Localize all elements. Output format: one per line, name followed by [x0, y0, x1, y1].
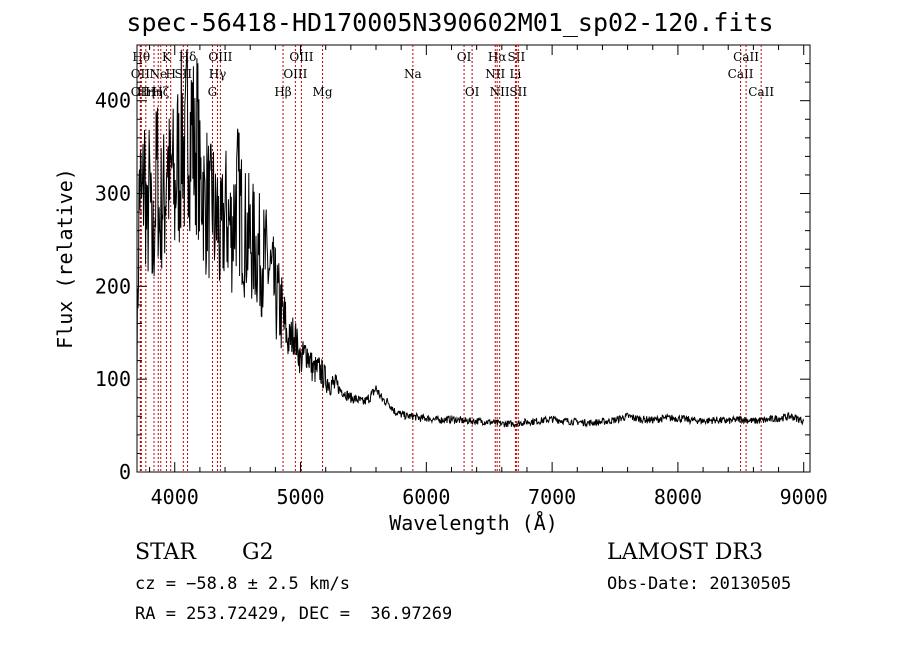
spectral-line-label: OIII [289, 50, 313, 64]
survey-name: LAMOST DR3 [607, 540, 763, 565]
spectral-line-label: OI [465, 85, 480, 99]
spectrum-line [136, 49, 805, 429]
spectral-line-label: CaII [733, 50, 759, 64]
spectral-line-label: H [165, 67, 175, 81]
spectral-line-label: Hζ [152, 85, 169, 99]
y-tick-label: 200 [95, 274, 131, 298]
x-tick-label: 6000 [402, 485, 450, 509]
spectral-line-label: Hθ [132, 50, 150, 64]
redshift-readout: cz = −58.8 ± 2.5 km/s [135, 574, 350, 594]
y-tick-label: 300 [95, 182, 131, 206]
object-subclass: G2 [242, 540, 274, 565]
spectral-line-label: OIII [283, 67, 307, 81]
spectral-line-label: OIII [208, 50, 232, 64]
x-tick-label: 5000 [276, 485, 324, 509]
x-tick-label: 7000 [528, 485, 576, 509]
spectral-line-label: Li [509, 67, 521, 81]
spectral-line-label: Hα [488, 50, 507, 64]
spectral-line-label: Na [404, 67, 422, 81]
spectral-line-label: Hβ [274, 85, 291, 99]
spectral-line-label: SII [508, 50, 526, 64]
spectral-line-label: CaII [748, 85, 774, 99]
spectral-line-label: Hγ [209, 67, 227, 81]
plot-frame [136, 44, 811, 473]
spectral-line-label: Hη [137, 85, 155, 99]
coordinates-readout: RA = 253.72429, DEC = 36.97269 [135, 604, 453, 624]
spectral-line-label: G [208, 85, 218, 99]
x-tick-label: 8000 [654, 485, 702, 509]
y-tick-label: 100 [95, 367, 131, 391]
spectral-line-label: CaII [728, 67, 754, 81]
spectral-line-label: OII [131, 85, 151, 99]
object-class: STAR [135, 540, 196, 565]
spectral-line-label: NII [490, 85, 510, 99]
y-axis-label: Flux (relative) [53, 168, 77, 349]
x-tick-label: 9000 [780, 485, 828, 509]
spectral-line-label: SII [174, 67, 192, 81]
x-axis-label: Wavelength (Å) [389, 511, 558, 535]
x-tick-label: 4000 [151, 485, 199, 509]
spectral-line-label: Ne [149, 67, 167, 81]
spectral-line-label: OI [457, 50, 472, 64]
spectral-line-label: Mg [313, 85, 333, 99]
observation-date: Obs-Date: 20130505 [607, 574, 792, 594]
spectral-line-label: NII [485, 67, 505, 81]
y-tick-label: 400 [95, 89, 131, 113]
spectral-line-label: Hη [145, 85, 163, 99]
chart-title: spec-56418-HD170005N390602M01_sp02-120.f… [126, 8, 774, 37]
spectral-line-label: SII [509, 85, 527, 99]
spectral-line-label: K [162, 50, 172, 64]
y-tick-label: 0 [119, 460, 131, 484]
